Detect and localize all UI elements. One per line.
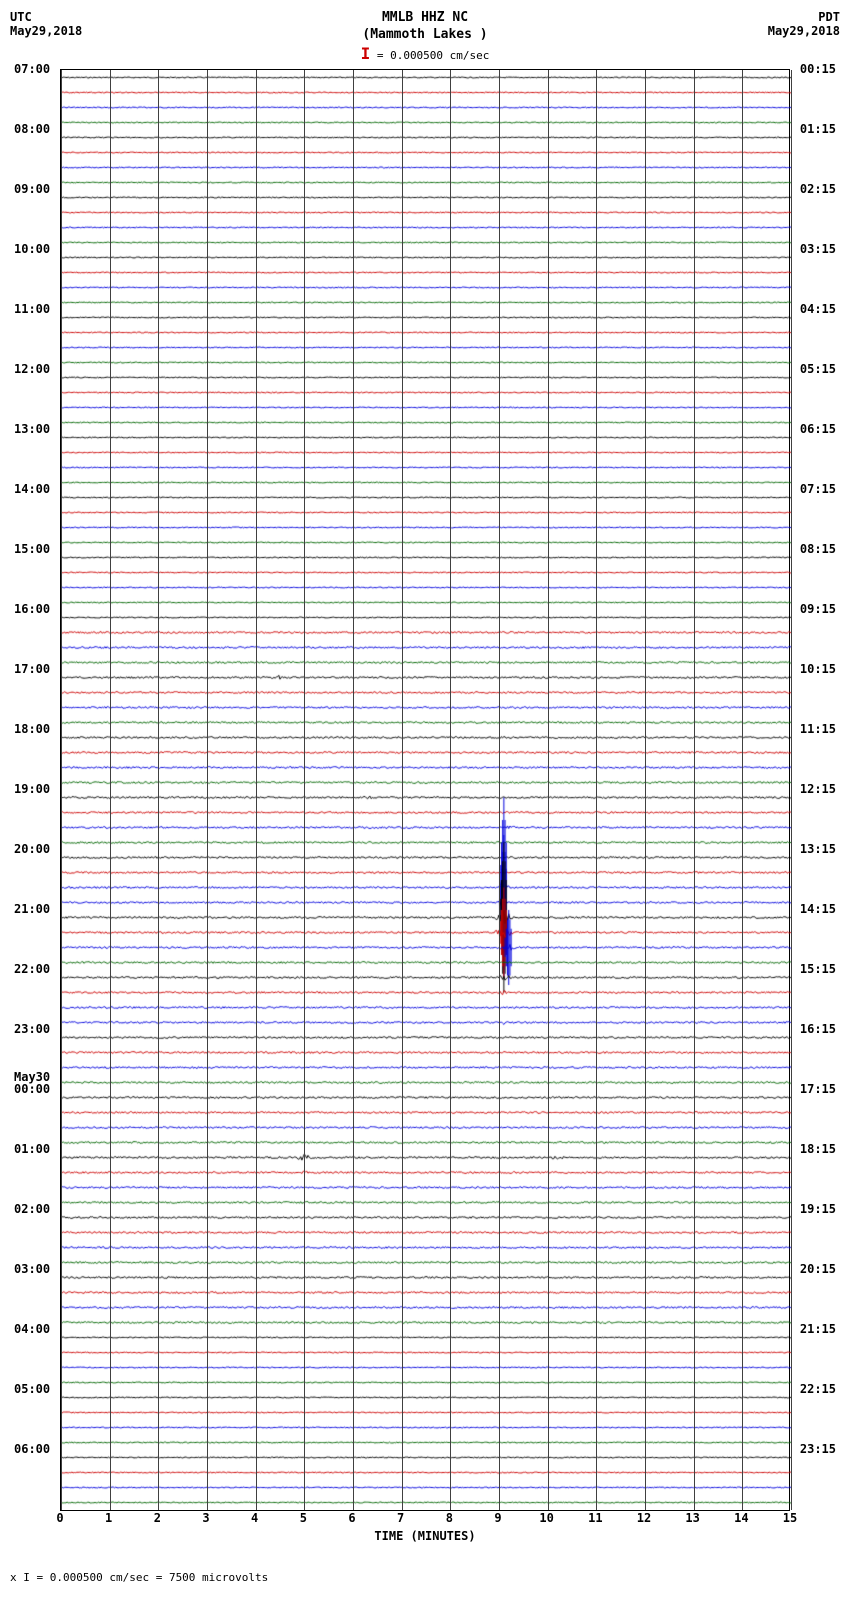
right-hour-label: 18:15: [800, 1143, 836, 1155]
tz-left: UTC May29,2018: [10, 10, 82, 38]
x-tick: 10: [539, 1511, 553, 1525]
right-hour-label: 07:15: [800, 483, 836, 495]
left-hour-label: 11:00: [14, 303, 50, 315]
x-tick: 5: [300, 1511, 307, 1525]
x-tick: 13: [685, 1511, 699, 1525]
right-hour-label: 05:15: [800, 363, 836, 375]
left-hour-label: 16:00: [14, 603, 50, 615]
x-tick: 11: [588, 1511, 602, 1525]
x-axis-label: TIME (MINUTES): [374, 1529, 475, 1543]
trace-canvas: [61, 70, 791, 1510]
x-tick: 7: [397, 1511, 404, 1525]
tz-right: PDT May29,2018: [768, 10, 840, 38]
right-hour-label: 01:15: [800, 123, 836, 135]
x-tick: 4: [251, 1511, 258, 1525]
right-hour-label: 03:15: [800, 243, 836, 255]
tz-left-label: UTC: [10, 10, 82, 24]
left-hour-label: 09:00: [14, 183, 50, 195]
x-tick: 1: [105, 1511, 112, 1525]
right-hour-label: 00:15: [800, 63, 836, 75]
station-line2: (Mammoth Lakes ): [361, 27, 490, 44]
right-hour-label: 21:15: [800, 1323, 836, 1335]
right-hour-label: 23:15: [800, 1443, 836, 1455]
left-hour-label: 18:00: [14, 723, 50, 735]
scale-note: I = 0.000500 cm/sec: [361, 44, 490, 65]
x-tick: 0: [56, 1511, 63, 1525]
footer-scale: x I = 0.000500 cm/sec = 7500 microvolts: [10, 1571, 840, 1584]
left-hour-label: 17:00: [14, 663, 50, 675]
right-hour-label: 13:15: [800, 843, 836, 855]
tz-right-date: May29,2018: [768, 24, 840, 38]
left-hour-label: 04:00: [14, 1323, 50, 1335]
right-hour-label: 02:15: [800, 183, 836, 195]
left-hour-label: 22:00: [14, 963, 50, 975]
right-hour-label: 12:15: [800, 783, 836, 795]
right-hour-label: 14:15: [800, 903, 836, 915]
right-hour-label: 15:15: [800, 963, 836, 975]
left-hour-label: 08:00: [14, 123, 50, 135]
tz-right-label: PDT: [768, 10, 840, 24]
right-hour-label: 16:15: [800, 1023, 836, 1035]
left-hour-label: 23:00: [14, 1023, 50, 1035]
right-hour-label: 08:15: [800, 543, 836, 555]
station-line1: MMLB HHZ NC: [361, 10, 490, 27]
helicorder-chart: [60, 69, 790, 1511]
x-tick: 14: [734, 1511, 748, 1525]
x-tick: 3: [202, 1511, 209, 1525]
right-hour-label: 20:15: [800, 1263, 836, 1275]
right-hour-label: 06:15: [800, 423, 836, 435]
right-hour-label: 11:15: [800, 723, 836, 735]
left-hour-label: 15:00: [14, 543, 50, 555]
x-tick: 12: [637, 1511, 651, 1525]
left-hour-label: 21:00: [14, 903, 50, 915]
x-tick: 2: [154, 1511, 161, 1525]
header-center: MMLB HHZ NC (Mammoth Lakes ) I = 0.00050…: [361, 10, 490, 65]
left-hour-label: 20:00: [14, 843, 50, 855]
x-tick: 9: [494, 1511, 501, 1525]
right-hour-label: 10:15: [800, 663, 836, 675]
left-hour-label: 07:00: [14, 63, 50, 75]
left-hour-label: 02:00: [14, 1203, 50, 1215]
right-hour-label: 04:15: [800, 303, 836, 315]
right-hour-label: 19:15: [800, 1203, 836, 1215]
left-hour-label: 13:00: [14, 423, 50, 435]
left-hour-label: 01:00: [14, 1143, 50, 1155]
right-hour-label: 17:15: [800, 1083, 836, 1095]
scale-glyph: I: [361, 44, 371, 63]
x-axis: TIME (MINUTES) 0123456789101112131415: [60, 1511, 790, 1551]
left-hour-label: 03:00: [14, 1263, 50, 1275]
left-hour-label: 12:00: [14, 363, 50, 375]
left-hour-label: 00:00: [14, 1083, 50, 1095]
left-hour-label: 05:00: [14, 1383, 50, 1395]
left-hour-label: 10:00: [14, 243, 50, 255]
right-hour-label: 22:15: [800, 1383, 836, 1395]
left-hour-label: 14:00: [14, 483, 50, 495]
left-hour-label: 19:00: [14, 783, 50, 795]
scale-text: = 0.000500 cm/sec: [370, 49, 489, 62]
right-hour-label: 09:15: [800, 603, 836, 615]
left-hour-label: 06:00: [14, 1443, 50, 1455]
x-tick: 6: [348, 1511, 355, 1525]
tz-left-date: May29,2018: [10, 24, 82, 38]
x-tick: 8: [446, 1511, 453, 1525]
x-tick: 15: [783, 1511, 797, 1525]
